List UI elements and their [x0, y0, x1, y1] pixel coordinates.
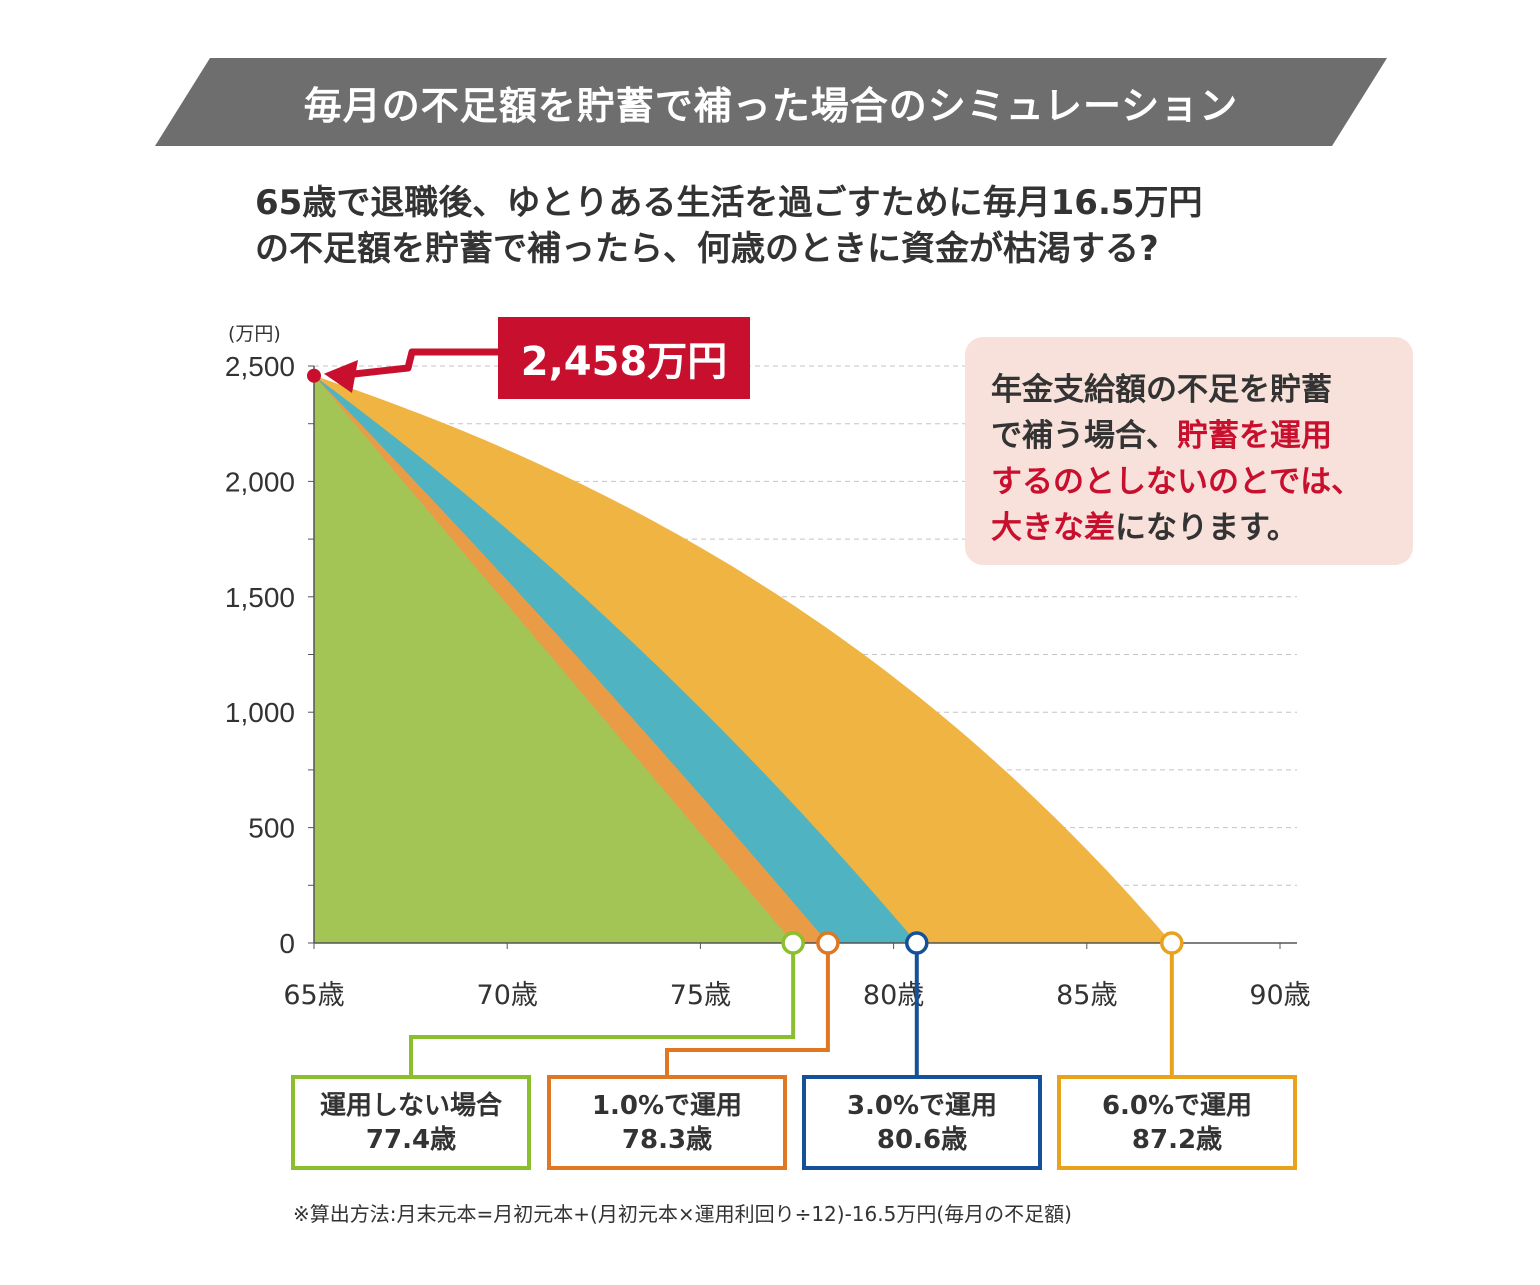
x-tick-label: 75歳 — [670, 980, 731, 1011]
banner-shape — [155, 58, 1387, 146]
question-line-2: の不足額を貯蓄で補ったら、何歳のときに資金が枯渇する? — [255, 229, 1159, 269]
y-tick-label: 2,500 — [225, 351, 295, 382]
x-tick-label: 90歳 — [1249, 980, 1310, 1011]
depletion-marker-3.0%で運用 — [905, 931, 929, 955]
x-tick-label: 80歳 — [863, 980, 924, 1011]
scenario-label: 6.0%で運用 — [1101, 1090, 1253, 1121]
depletion-marker-1.0%で運用 — [816, 931, 840, 955]
leader-line-運用しない場合 — [409, 953, 796, 1075]
y-unit-label: (万円) — [228, 323, 281, 345]
x-tick-label: 70歳 — [477, 980, 538, 1011]
callout-arrow-line — [344, 348, 498, 379]
note-line-1: 年金支給額の不足を貯蓄 — [991, 372, 1332, 408]
scenario-label: 運用しない場合 — [319, 1090, 502, 1121]
note-line-2a: で補う場合、 — [991, 418, 1177, 454]
scenario-box-3pct: 3.0%で運用 80.6歳 — [802, 1075, 1042, 1170]
scenario-age: 80.6歳 — [876, 1124, 968, 1155]
leader-line-1.0%で運用 — [665, 953, 830, 1075]
y-tick-label: 500 — [248, 813, 295, 844]
scenario-age: 78.3歳 — [621, 1124, 713, 1155]
callout-arrowhead — [324, 360, 358, 393]
area-運用しない場合 — [314, 375, 794, 943]
scenario-box-no-investment: 運用しない場合 77.4歳 — [291, 1075, 531, 1170]
note-line-2b-highlight: 貯蓄を運用 — [1177, 418, 1332, 454]
start-value-callout: 2,458万円 — [498, 317, 750, 399]
y-tick-label: 1,000 — [225, 697, 295, 728]
note-line-4: 大きな差になります。 — [991, 505, 1413, 551]
scenario-box-1pct: 1.0%で運用 78.3歳 — [547, 1075, 787, 1170]
scenario-box-6pct: 6.0%で運用 87.2歳 — [1057, 1075, 1297, 1170]
y-tick-label: 1,500 — [225, 582, 295, 613]
depletion-marker-運用しない場合 — [781, 931, 805, 955]
x-tick-label: 85歳 — [1056, 980, 1117, 1011]
note-line-3-highlight: するのとしないのとでは、 — [991, 464, 1363, 500]
note-line-2: で補う場合、貯蓄を運用 — [991, 413, 1413, 459]
scenario-label: 1.0%で運用 — [591, 1090, 743, 1121]
question-line-1: 65歳で退職後、ゆとりある生活を過ごすために毎月16.5万円 — [255, 183, 1203, 223]
y-tick-label: 2,000 — [225, 466, 295, 497]
question-text: 65歳で退職後、ゆとりある生活を過ごすために毎月16.5万円 の不足額を貯蓄で補… — [255, 180, 1335, 272]
footnote: ※算出方法:月末元本=月初元本+(月初元本×運用利回り÷12)-16.5万円(毎… — [293, 1202, 1072, 1226]
note-line-4b: になります。 — [1115, 510, 1298, 546]
scenario-age: 87.2歳 — [1131, 1124, 1223, 1155]
note-line-4a-highlight: 大きな差 — [991, 510, 1115, 546]
page-title: 毎月の不足額を貯蓄で補った場合のシミュレーション — [303, 83, 1239, 128]
note-box: 年金支給額の不足を貯蓄 で補う場合、貯蓄を運用 するのとしないのとでは、 大きな… — [965, 337, 1413, 565]
start-value-marker — [307, 368, 321, 383]
y-tick-label: 0 — [279, 928, 295, 959]
scenario-age: 77.4歳 — [365, 1124, 457, 1155]
depletion-marker-6.0%で運用 — [1160, 931, 1184, 955]
title-banner: 毎月の不足額を貯蓄で補った場合のシミュレーション — [155, 58, 1387, 146]
x-tick-label: 65歳 — [283, 980, 344, 1011]
scenario-label: 3.0%で運用 — [846, 1090, 998, 1121]
